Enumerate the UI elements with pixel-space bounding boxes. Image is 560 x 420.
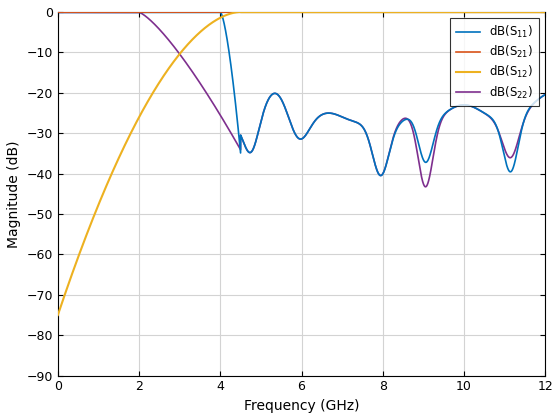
dB(S$_{22}$)	[231, 136, 237, 141]
dB(S$_{11}$)	[54, 10, 61, 15]
dB(S$_{11}$)	[542, 92, 549, 97]
dB(S$_{12}$)	[237, 9, 244, 14]
dB(S$_{22}$)	[364, 134, 371, 139]
dB(S$_{22}$)	[542, 92, 549, 97]
dB(S$_{12}$)	[416, 10, 423, 15]
dB(S$_{21}$)	[542, 10, 549, 15]
dB(S$_{21}$)	[231, 10, 237, 15]
dB(S$_{21}$)	[54, 10, 61, 15]
dB(S$_{22}$)	[422, 184, 429, 189]
dB(S$_{11}$)	[377, 173, 384, 178]
dB(S$_{22}$)	[343, 116, 349, 121]
dB(S$_{21}$)	[343, 10, 349, 15]
dB(S$_{22}$)	[442, 112, 449, 117]
dB(S$_{21}$)	[364, 10, 371, 15]
dB(S$_{11}$)	[79, 10, 86, 15]
dB(S$_{11}$)	[343, 116, 349, 121]
dB(S$_{12}$)	[54, 312, 61, 318]
dB(S$_{11}$)	[231, 91, 237, 96]
Legend: dB(S$_{11}$), dB(S$_{21}$), dB(S$_{12}$), dB(S$_{22}$): dB(S$_{11}$), dB(S$_{21}$), dB(S$_{12}$)…	[450, 18, 539, 106]
dB(S$_{12}$)	[79, 243, 86, 248]
dB(S$_{21}$)	[416, 10, 422, 15]
Line: dB(S$_{11}$): dB(S$_{11}$)	[58, 12, 545, 176]
dB(S$_{11}$)	[416, 144, 423, 149]
dB(S$_{12}$)	[542, 10, 549, 15]
dB(S$_{12}$)	[231, 10, 237, 15]
dB(S$_{12}$)	[343, 10, 349, 15]
dB(S$_{12}$)	[442, 10, 449, 15]
dB(S$_{22}$)	[79, 10, 86, 15]
dB(S$_{22}$)	[54, 10, 61, 15]
dB(S$_{12}$)	[364, 10, 371, 15]
dB(S$_{22}$)	[416, 161, 422, 166]
dB(S$_{11}$)	[217, 9, 223, 14]
Line: dB(S$_{12}$): dB(S$_{12}$)	[58, 12, 545, 315]
dB(S$_{11}$)	[364, 134, 371, 139]
X-axis label: Frequency (GHz): Frequency (GHz)	[244, 399, 360, 413]
dB(S$_{21}$)	[79, 10, 86, 15]
dB(S$_{21}$)	[442, 10, 449, 15]
Y-axis label: Magnitude (dB): Magnitude (dB)	[7, 140, 21, 247]
Line: dB(S$_{22}$): dB(S$_{22}$)	[58, 12, 545, 187]
dB(S$_{11}$)	[442, 111, 449, 116]
